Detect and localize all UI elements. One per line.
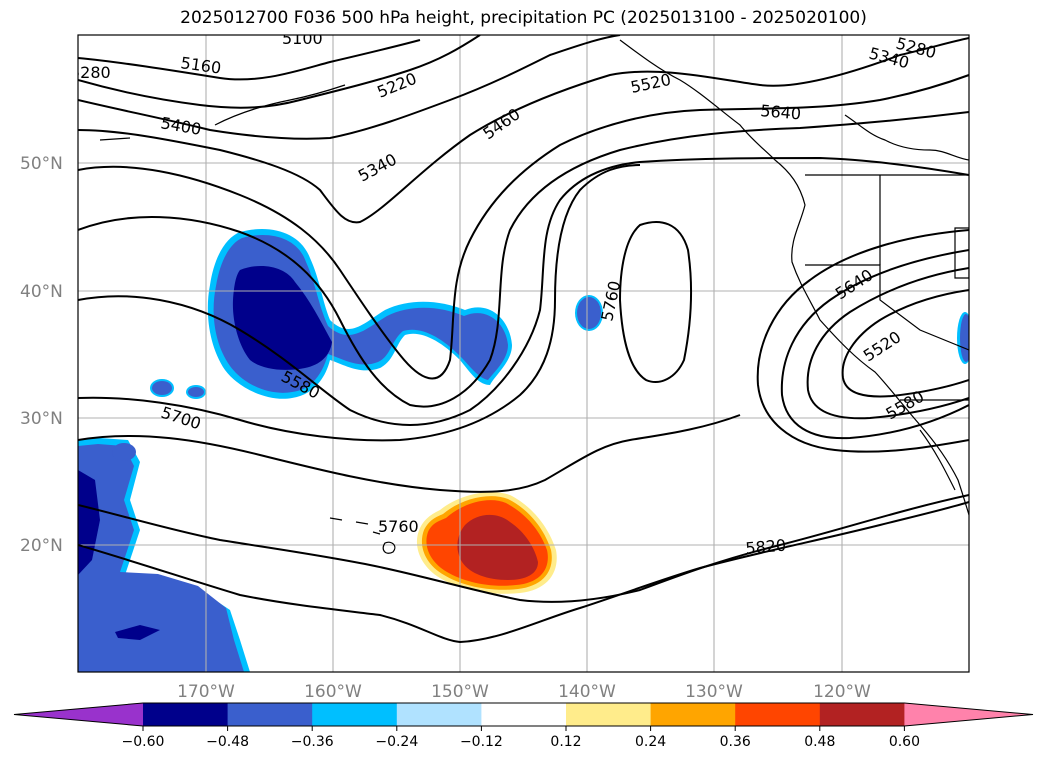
colorbar-swatch	[650, 703, 736, 726]
colorbar-swatch	[396, 703, 482, 726]
colorbar-swatch	[819, 703, 905, 726]
colorbar: −0.60 −0.48 −0.36 −0.24 −0.12 0.12 0.24 0.36 0.4…	[13, 702, 1034, 750]
lon-label: 150°W	[431, 682, 489, 702]
contour-label: 5280	[70, 63, 111, 82]
lat-label: 20°N	[20, 536, 63, 556]
height-contours	[78, 35, 969, 644]
colorbar-swatch	[312, 703, 398, 726]
lon-label: 140°W	[558, 682, 616, 702]
colorbar-tick-label: 0.48	[804, 734, 835, 750]
colorbar-swatch	[566, 703, 652, 726]
colorbar-tick-label: 0.12	[550, 734, 581, 750]
colorbar-swatch	[481, 703, 567, 726]
colorbar-tick-label: −0.24	[375, 734, 418, 750]
precip-positive-hawaii	[416, 492, 557, 594]
precip-negative-small-blobs	[112, 295, 969, 461]
colorbar-tick-label: −0.48	[206, 734, 249, 750]
colorbar-tick-label: −0.36	[291, 734, 334, 750]
colorbar-extend-low	[14, 703, 143, 726]
colorbar-tick-label: 0.24	[635, 734, 666, 750]
precip-negative-southwest	[78, 438, 250, 672]
contour-label: 5100	[282, 29, 323, 48]
longitude-labels: 170°W 160°W 150°W 140°W 130°W 120°W	[177, 682, 871, 702]
colorbar-extend-high	[904, 703, 1033, 726]
lon-label: 120°W	[813, 682, 871, 702]
lon-label: 160°W	[304, 682, 362, 702]
colorbar-tick-label: 0.36	[720, 734, 751, 750]
colorbar-swatch	[227, 703, 313, 726]
map-frame	[77, 34, 970, 673]
lon-label: 170°W	[177, 682, 235, 702]
lon-label: 130°W	[685, 682, 743, 702]
contour-label: 5820	[745, 536, 787, 558]
graticule	[78, 35, 969, 672]
colorbar-tick-label: −0.12	[460, 734, 503, 750]
contour-label: 5640	[760, 101, 802, 123]
lat-label: 40°N	[20, 282, 63, 302]
lat-label: 50°N	[20, 154, 63, 174]
lat-label: 30°N	[20, 409, 63, 429]
colorbar-swatch	[143, 703, 229, 726]
precip-negative-central	[207, 229, 513, 399]
contour-label: 5760	[378, 517, 419, 536]
hawaii-islands	[329, 517, 396, 554]
colorbar-tick-label: −0.60	[122, 734, 165, 750]
coastlines	[99, 39, 969, 516]
map-title: 2025012700 F036 500 hPa height, precipit…	[180, 8, 867, 28]
colorbar-swatch	[735, 703, 821, 726]
latitude-labels: 50°N 40°N 30°N 20°N	[20, 154, 63, 556]
colorbar-tick-label: 0.60	[889, 734, 920, 750]
